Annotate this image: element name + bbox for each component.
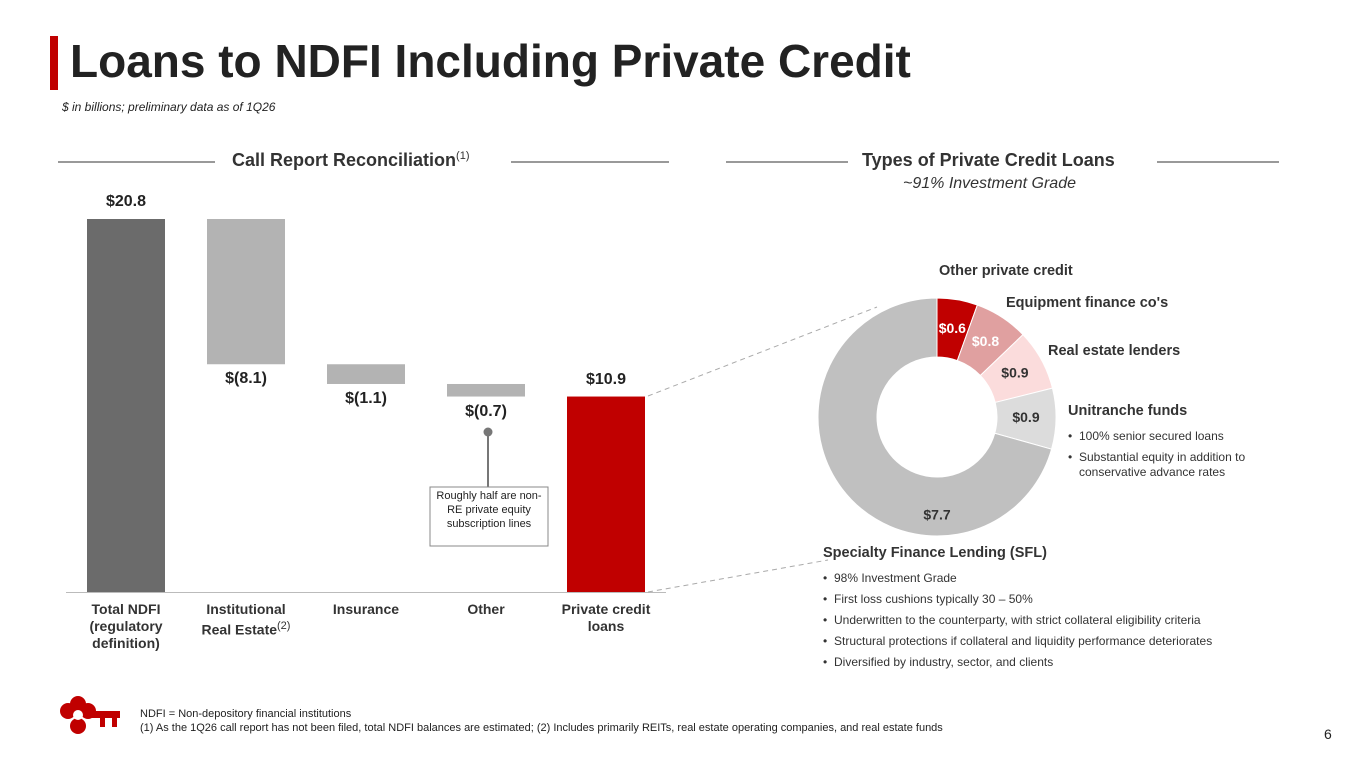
bullet: Underwritten to the counterparty, with s… <box>823 613 1274 628</box>
section-title: Call Report Reconciliation(1) <box>232 150 470 171</box>
category-label: Real estate lenders <box>1048 343 1181 359</box>
value-label: $0.8 <box>972 333 999 349</box>
value-label: $(0.7) <box>465 402 507 420</box>
section-title: Types of Private Credit Loans <box>862 150 1115 170</box>
x-tick-label: Insurance <box>316 601 416 618</box>
section-title-text: Call Report Reconciliation <box>232 150 457 170</box>
category-label: Specialty Finance Lending (SFL) <box>823 545 1047 561</box>
bar <box>447 383 525 397</box>
value-label: $10.9 <box>585 370 627 388</box>
donut-slice <box>817 297 1053 537</box>
value-label: $0.9 <box>1001 365 1028 381</box>
bullet: Structural protections if collateral and… <box>823 634 1274 649</box>
connector <box>647 559 829 593</box>
bar <box>567 396 645 592</box>
category-text: Institutional Real Estate <box>201 601 286 638</box>
bar <box>207 219 285 365</box>
bullet: 98% Investment Grade <box>823 571 1274 586</box>
x-tick-label: Institutional Real Estate(2) <box>196 601 296 639</box>
section-subtitle: ~91% Investment Grade <box>903 175 1076 192</box>
value-label: $(8.1) <box>225 370 267 388</box>
subtitle: $ in billions; preliminary data as of 1Q… <box>62 100 276 114</box>
category-text: Insurance <box>332 601 400 617</box>
annotation-box <box>429 486 549 547</box>
footnote-ref: (1) <box>456 150 470 162</box>
bullet: 100% senior secured loans <box>1068 429 1279 444</box>
x-tick-label: Private credit loans <box>556 601 656 635</box>
value-label: $20.8 <box>105 193 147 210</box>
value-label: $7.7 <box>923 507 950 523</box>
bullet: Diversified by industry, sector, and cli… <box>823 655 1274 670</box>
category-label: Unitranche funds <box>1068 403 1188 419</box>
x-tick-label: Other <box>436 601 536 618</box>
bar <box>327 364 405 384</box>
value-label: $0.6 <box>939 320 966 336</box>
x-tick-label: Total NDFI (regulatory definition) <box>76 601 176 652</box>
annotation: Roughly half are non-RE private equity s… <box>436 490 542 530</box>
title-accent <box>50 36 58 90</box>
footnote: (1) As the 1Q26 call report has not been… <box>140 722 943 734</box>
logo <box>60 696 120 734</box>
category-text: Total NDFI (regulatory definition) <box>89 601 163 651</box>
bar <box>87 219 165 592</box>
title: Loans to NDFI Including Private Credit <box>70 35 911 87</box>
footnote-ref: (2) <box>277 620 291 632</box>
connector <box>647 306 878 397</box>
bullet: First loss cushions typically 30 – 50% <box>823 592 1274 607</box>
category-text: Other <box>467 601 505 617</box>
value-label: $0.9 <box>1012 409 1039 425</box>
page-number: 6 <box>1324 726 1332 742</box>
footnote: NDFI = Non-depository financial institut… <box>140 708 352 720</box>
category-label: Equipment finance co's <box>1006 295 1169 311</box>
category-text: Private credit loans <box>561 601 651 634</box>
value-label: $(1.1) <box>345 389 387 407</box>
bullet: Substantial equity in addition to conser… <box>1068 450 1279 480</box>
category-label: Other private credit <box>939 263 1073 279</box>
